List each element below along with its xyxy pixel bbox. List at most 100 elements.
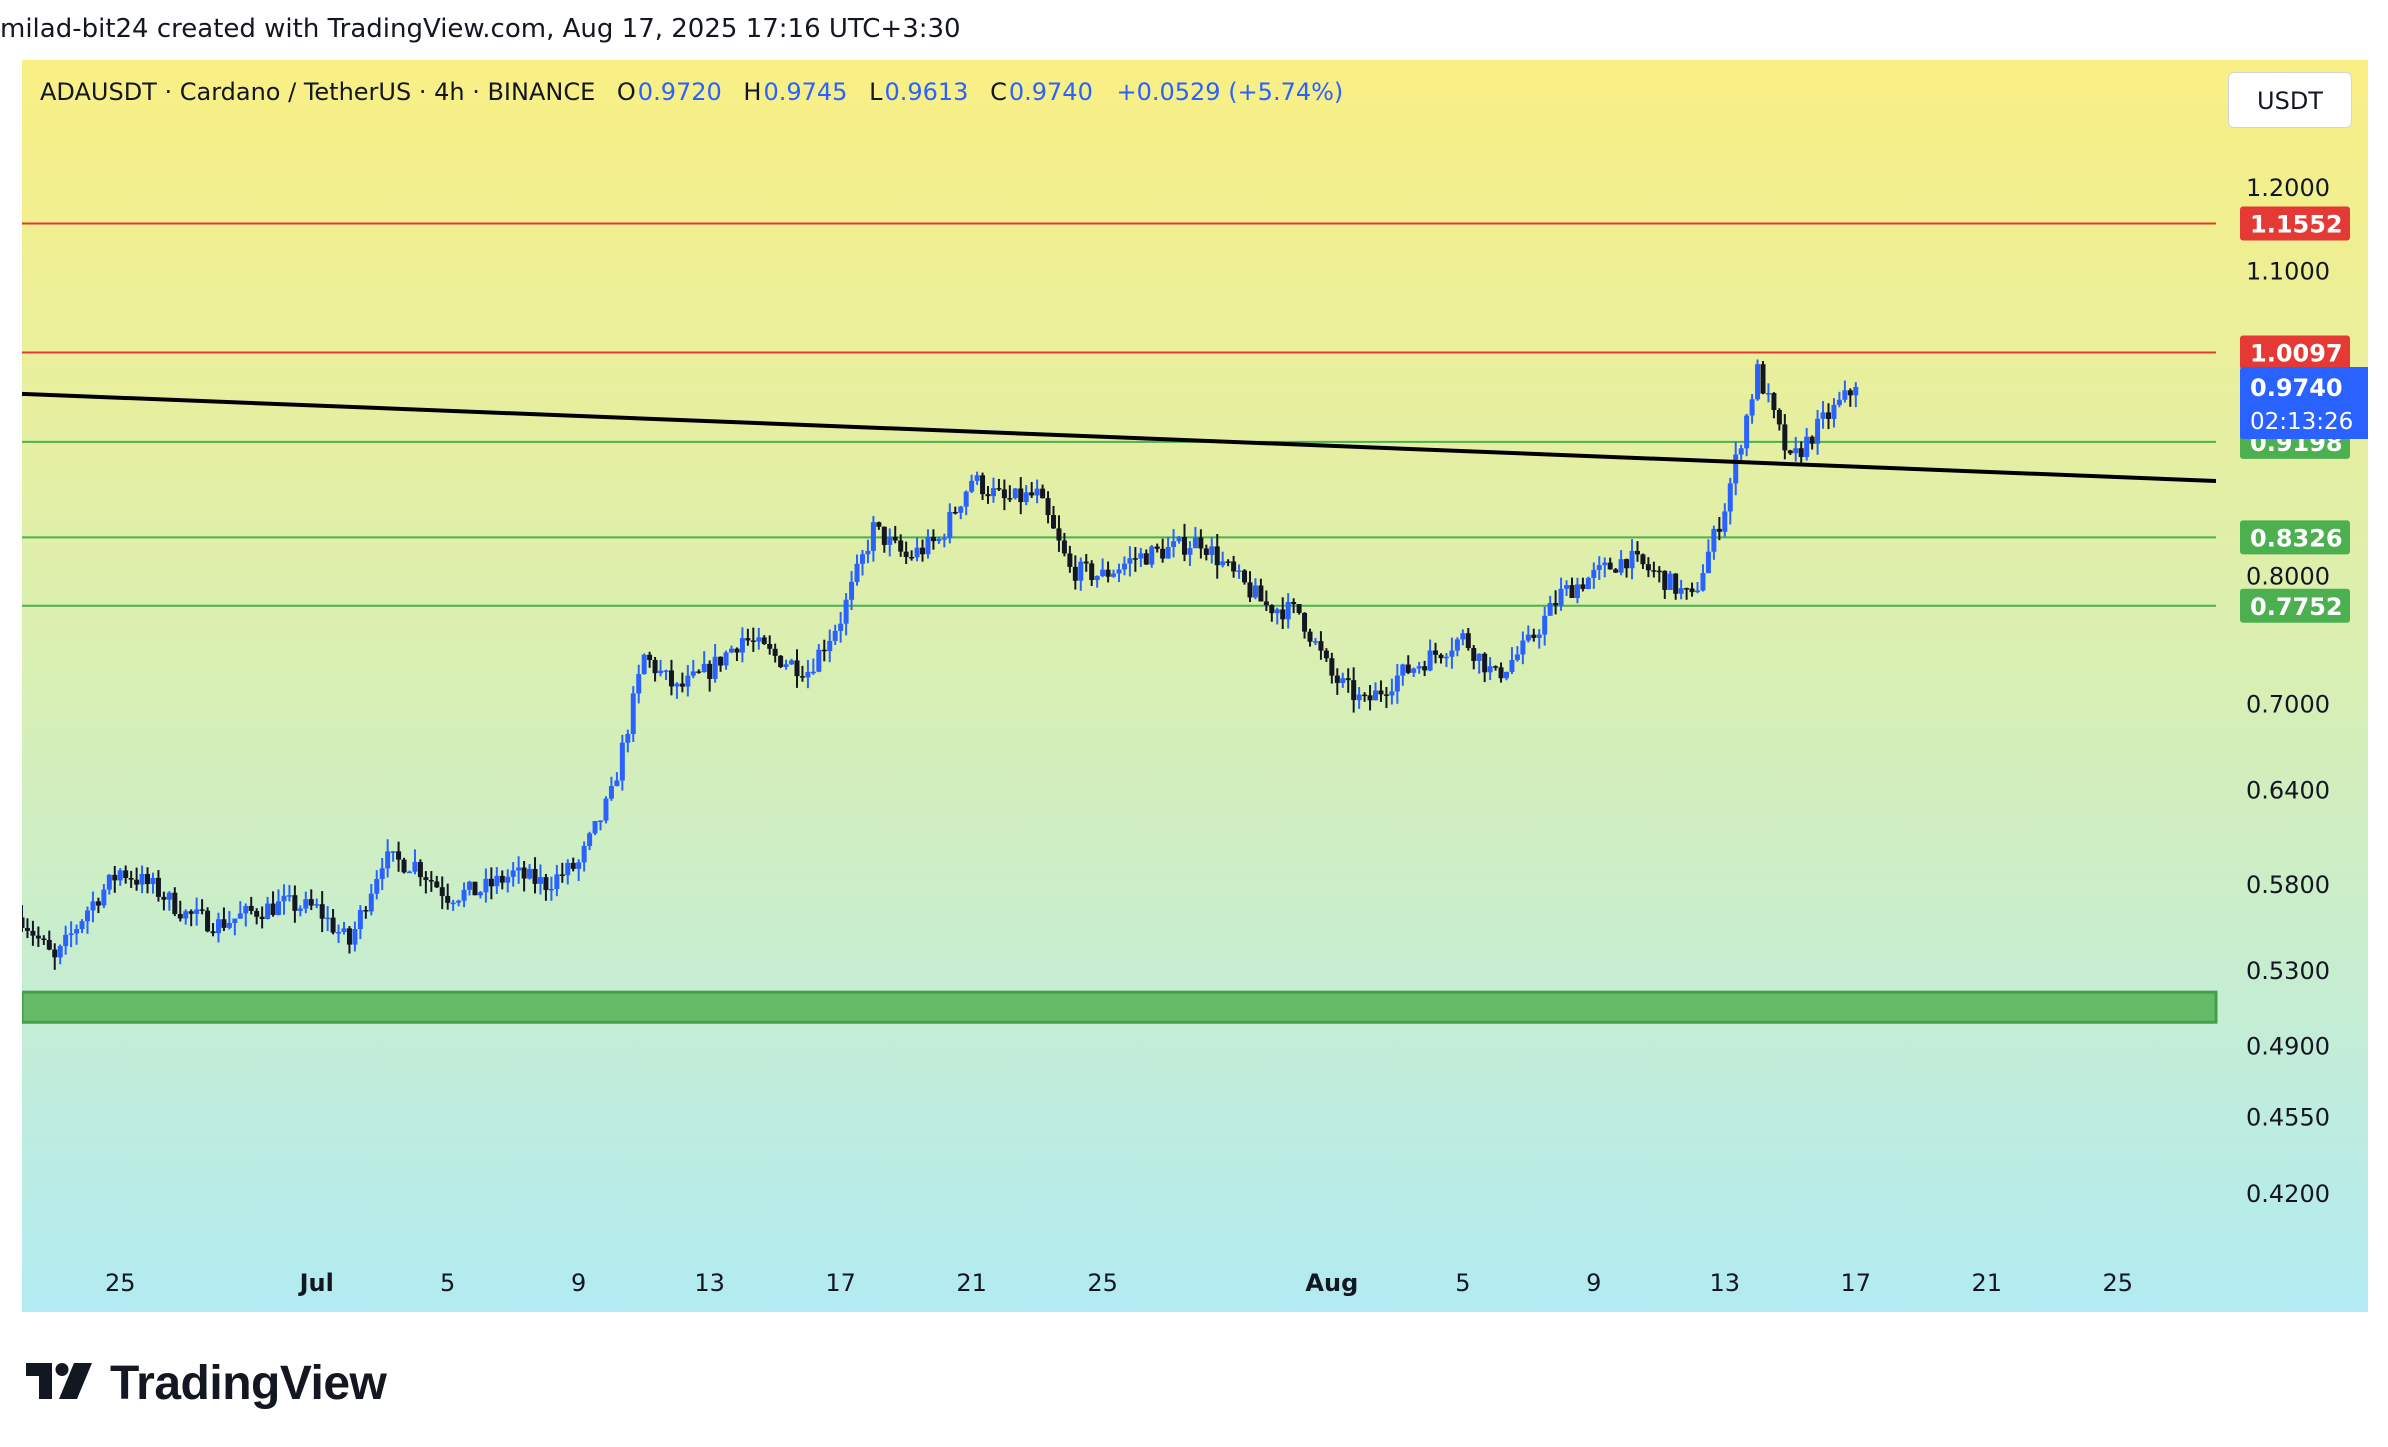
candle bbox=[123, 865, 129, 884]
candle bbox=[1127, 546, 1133, 577]
candle bbox=[1651, 561, 1657, 578]
candle bbox=[723, 650, 729, 670]
candle-body bbox=[1776, 410, 1782, 425]
candle bbox=[581, 841, 587, 872]
candle-body bbox=[974, 475, 980, 481]
candle-body bbox=[1192, 537, 1198, 549]
x-axis-tick-label: Jul bbox=[298, 1269, 334, 1297]
candle bbox=[505, 869, 511, 893]
price-chart[interactable]: 1.30001.20001.10000.80000.70000.64000.58… bbox=[22, 60, 2368, 1312]
candle bbox=[472, 881, 478, 896]
candle bbox=[1171, 529, 1177, 558]
candle-body bbox=[958, 506, 964, 513]
candle-body bbox=[1531, 634, 1537, 638]
candle bbox=[68, 921, 74, 948]
candle bbox=[865, 539, 871, 564]
candle bbox=[903, 541, 909, 564]
candle-body bbox=[559, 874, 565, 876]
candle bbox=[1782, 414, 1788, 460]
tradingview-logo-icon bbox=[26, 1363, 92, 1399]
x-axis-tick-label: 25 bbox=[105, 1269, 136, 1297]
candle-body bbox=[1722, 511, 1728, 532]
candle-body bbox=[385, 851, 391, 869]
tradingview-logo[interactable]: TradingView bbox=[26, 1348, 387, 1418]
candle-body bbox=[1345, 678, 1351, 681]
candle bbox=[423, 871, 429, 894]
candle bbox=[1831, 398, 1837, 428]
candle-body bbox=[1383, 694, 1389, 696]
candle-body bbox=[980, 475, 986, 495]
candle bbox=[1411, 667, 1417, 677]
candle bbox=[1744, 413, 1750, 457]
candle-body bbox=[477, 892, 483, 896]
candle bbox=[406, 870, 412, 874]
candle-body bbox=[166, 892, 172, 900]
candle bbox=[368, 884, 374, 916]
candle bbox=[1465, 628, 1471, 651]
current-price-badge bbox=[2240, 366, 2368, 439]
candle-body bbox=[1252, 585, 1258, 598]
candle-body bbox=[1755, 364, 1761, 400]
symbol-label[interactable]: ADAUSDT · Cardano / TetherUS · 4h · BINA… bbox=[40, 78, 596, 106]
chart-area[interactable]: 1.30001.20001.10000.80000.70000.64000.58… bbox=[22, 60, 2368, 1312]
candle-body bbox=[330, 917, 336, 933]
candle-body bbox=[1171, 541, 1177, 547]
candle bbox=[379, 858, 385, 891]
candle-body bbox=[1394, 675, 1400, 692]
candle bbox=[1023, 485, 1029, 506]
candle-body bbox=[1400, 664, 1406, 676]
candle-body bbox=[150, 877, 156, 885]
candle bbox=[1323, 648, 1329, 662]
currency-button[interactable]: USDT bbox=[2228, 72, 2352, 128]
candle-body bbox=[63, 934, 69, 947]
candle bbox=[74, 924, 80, 945]
candle bbox=[199, 899, 205, 915]
candle bbox=[772, 643, 778, 663]
open-label: O bbox=[616, 78, 636, 106]
candle bbox=[1045, 491, 1051, 524]
candle-body bbox=[1378, 690, 1384, 695]
x-axis-tick-label: 25 bbox=[2102, 1269, 2133, 1297]
candle bbox=[1100, 558, 1106, 578]
candle-body bbox=[445, 895, 451, 903]
candle bbox=[996, 478, 1002, 491]
candle bbox=[1498, 662, 1504, 683]
candle-body bbox=[625, 734, 631, 743]
candle bbox=[1531, 628, 1537, 642]
candle-body bbox=[892, 536, 898, 541]
candle bbox=[1476, 653, 1482, 674]
candle-body bbox=[210, 931, 216, 934]
candle-body bbox=[1323, 650, 1329, 659]
candle bbox=[1493, 665, 1499, 671]
candle bbox=[1553, 590, 1559, 615]
candle bbox=[1656, 566, 1662, 583]
x-axis-tick-label: 21 bbox=[956, 1269, 987, 1297]
candle bbox=[1760, 361, 1766, 395]
close-value: 0.9740 bbox=[1008, 78, 1093, 106]
candle-body bbox=[1842, 390, 1848, 400]
candle bbox=[24, 918, 30, 939]
candle-body bbox=[630, 693, 636, 735]
candle bbox=[1602, 557, 1608, 578]
candle bbox=[941, 533, 947, 548]
close-label: C bbox=[990, 78, 1007, 106]
candle bbox=[1629, 539, 1635, 580]
candle-body bbox=[1465, 633, 1471, 649]
candle bbox=[516, 856, 522, 884]
candle bbox=[925, 529, 931, 559]
candle bbox=[630, 686, 636, 742]
candle-body bbox=[1602, 562, 1608, 566]
candle bbox=[139, 865, 145, 894]
y-axis-tick-label: 0.8000 bbox=[2246, 563, 2330, 591]
candle-body bbox=[1853, 386, 1859, 396]
candle-body bbox=[1498, 667, 1504, 679]
candle-body bbox=[303, 899, 309, 909]
candle bbox=[1061, 532, 1067, 557]
candle bbox=[79, 919, 85, 934]
candle bbox=[450, 899, 456, 911]
candle bbox=[412, 849, 418, 875]
candle-body bbox=[1116, 569, 1122, 574]
candle bbox=[1181, 523, 1187, 562]
candle-body bbox=[1138, 553, 1144, 559]
candle-body bbox=[226, 922, 232, 928]
